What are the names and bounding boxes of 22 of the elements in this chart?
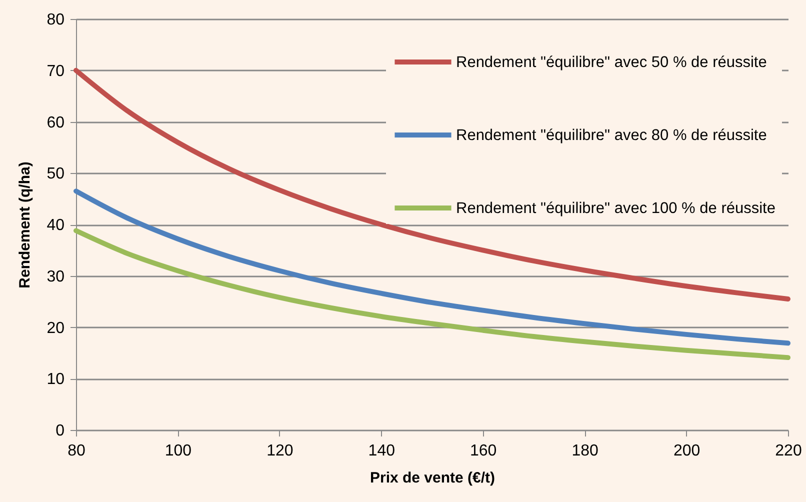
x-tick-label: 220 <box>775 442 802 460</box>
y-tick-label: 10 <box>46 371 65 388</box>
y-axis-title: Rendement (q/ha) <box>16 162 34 288</box>
x-tick-label: 180 <box>572 442 599 460</box>
y-tick-label: 40 <box>46 217 65 234</box>
x-tick-label: 140 <box>368 442 396 460</box>
legend-label: Rendement "équilibre" avec 50 % de réussite <box>456 54 767 71</box>
x-tick-label: 160 <box>470 442 497 460</box>
x-tick-label: 100 <box>164 442 192 460</box>
x-tick-label: 200 <box>673 442 700 460</box>
legend-label: Rendement "équilibre" avec 80 % de réussite <box>456 127 767 144</box>
y-tick-label: 70 <box>46 62 65 80</box>
y-tick-label: 80 <box>46 12 65 28</box>
x-axis-title: Prix de vente (€/t) <box>370 470 496 486</box>
x-tick-label: 120 <box>266 442 294 460</box>
y-tick-label: 20 <box>46 320 65 337</box>
y-tick-label: 50 <box>46 166 65 183</box>
y-tick-label: 0 <box>56 422 65 440</box>
x-tick-label: 80 <box>68 442 86 460</box>
y-tick-label: 60 <box>46 114 65 132</box>
legend-label: Rendement "équilibre" avec 100 % de réussite <box>456 200 776 217</box>
y-tick-label: 30 <box>46 268 65 286</box>
